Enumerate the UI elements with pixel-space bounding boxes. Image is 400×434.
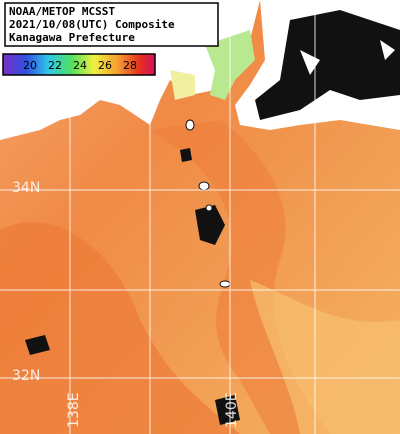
colorbar-tick-label: 28: [123, 59, 137, 72]
cloud-gap: [300, 40, 395, 75]
lat-label: 34N: [12, 180, 40, 196]
lat-label: 32N: [12, 368, 40, 384]
islands: [185, 119, 231, 288]
colorbar: [2, 53, 156, 76]
cloud-mask: [255, 10, 400, 120]
lon-label: 140E: [224, 392, 240, 428]
lon-label: 138E: [66, 392, 82, 428]
land-yellow: [170, 70, 195, 100]
colorbar-tick-label: 26: [98, 59, 112, 72]
cool-band: [250, 280, 400, 434]
header-box: [4, 2, 219, 47]
colorbar-tick-label: 20: [23, 59, 37, 72]
colorbar-labels: 20 22 24 26 28: [23, 59, 137, 72]
cloud-specks: [25, 148, 240, 425]
warm-band: [0, 222, 240, 434]
colorbar-tick-label: 22: [48, 59, 62, 72]
header-line: Kanagawa Prefecture: [9, 31, 135, 44]
warm-band: [150, 120, 330, 434]
header-line: 2021/10/08(UTC) Composite: [9, 18, 175, 31]
colorbar-tick-label: 24: [73, 59, 87, 72]
header-line: NOAA/METOP MCSST: [9, 5, 115, 18]
